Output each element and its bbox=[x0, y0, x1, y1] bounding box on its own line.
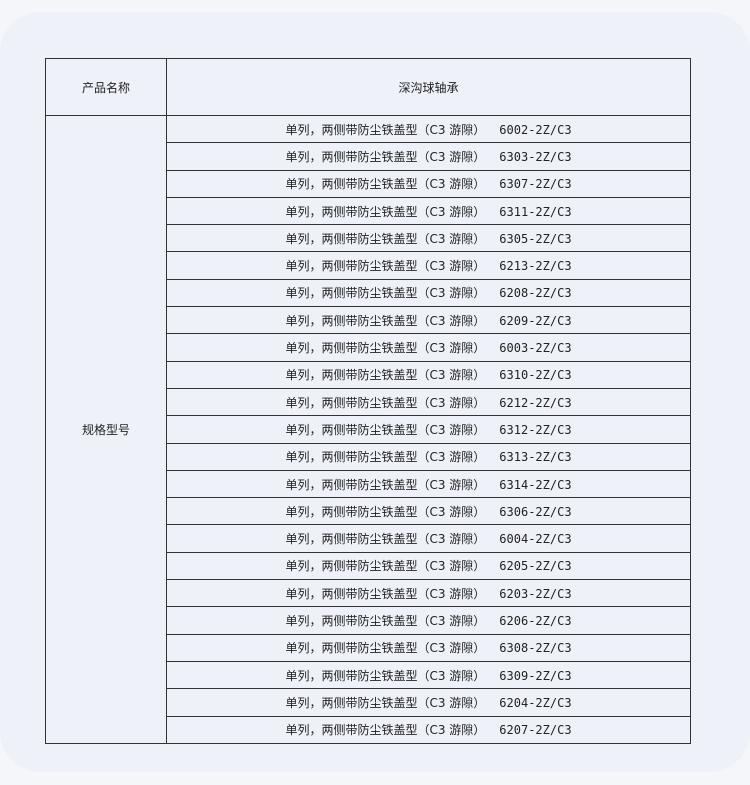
spec-description: 单列，两侧带防尘铁盖型（C3 游隙） bbox=[285, 450, 486, 465]
spec-description: 单列，两侧带防尘铁盖型（C3 游隙） bbox=[285, 177, 486, 192]
spec-description: 单列，两侧带防尘铁盖型（C3 游隙） bbox=[285, 695, 486, 710]
spec-cell: 单列，两侧带防尘铁盖型（C3 游隙） 6305-2Z/C3 bbox=[166, 224, 691, 253]
spec-cell: 单列，两侧带防尘铁盖型（C3 游隙） 6310-2Z/C3 bbox=[166, 360, 691, 389]
model-code: 6004-2Z/C3 bbox=[499, 532, 572, 547]
spec-cell: 单列，两侧带防尘铁盖型（C3 游隙） 6313-2Z/C3 bbox=[166, 442, 691, 471]
model-code: 6003-2Z/C3 bbox=[499, 341, 572, 356]
spec-description: 单列，两侧带防尘铁盖型（C3 游隙） bbox=[285, 586, 486, 601]
model-code: 6310-2Z/C3 bbox=[499, 368, 572, 383]
table-row: 单列，两侧带防尘铁盖型（C3 游隙） 6207-2Z/C3 bbox=[46, 715, 691, 744]
table-row: 单列，两侧带防尘铁盖型（C3 游隙） 6307-2Z/C3 bbox=[46, 169, 691, 198]
spec-description: 单列，两侧带防尘铁盖型（C3 游隙） bbox=[285, 422, 486, 437]
table-row: 单列，两侧带防尘铁盖型（C3 游隙） 6303-2Z/C3 bbox=[46, 142, 691, 171]
spec-cell: 单列，两侧带防尘铁盖型（C3 游隙） 6209-2Z/C3 bbox=[166, 306, 691, 335]
table-row: 单列，两侧带防尘铁盖型（C3 游隙） 6313-2Z/C3 bbox=[46, 442, 691, 471]
spec-cell: 单列，两侧带防尘铁盖型（C3 游隙） 6205-2Z/C3 bbox=[166, 551, 691, 581]
spec-cell: 单列，两侧带防尘铁盖型（C3 游隙） 6204-2Z/C3 bbox=[166, 688, 691, 717]
spec-cell: 单列，两侧带防尘铁盖型（C3 游隙） 6207-2Z/C3 bbox=[166, 715, 691, 744]
table-row: 单列，两侧带防尘铁盖型（C3 游隙） 6309-2Z/C3 bbox=[46, 660, 691, 690]
model-code: 6207-2Z/C3 bbox=[499, 723, 572, 738]
spec-description: 单列，两侧带防尘铁盖型（C3 游隙） bbox=[285, 368, 486, 383]
spec-cell: 单列，两侧带防尘铁盖型（C3 游隙） 6212-2Z/C3 bbox=[166, 387, 691, 417]
spec-description: 单列，两侧带防尘铁盖型（C3 游隙） bbox=[285, 259, 486, 274]
model-code: 6206-2Z/C3 bbox=[499, 613, 572, 628]
spec-description: 单列，两侧带防尘铁盖型（C3 游隙） bbox=[285, 723, 486, 738]
table-row: 单列，两侧带防尘铁盖型（C3 游隙） 6310-2Z/C3 bbox=[46, 360, 691, 389]
product-name-value: 深沟球轴承 bbox=[166, 58, 691, 116]
table-row: 单列，两侧带防尘铁盖型（C3 游隙） 6208-2Z/C3 bbox=[46, 278, 691, 308]
spec-description: 单列，两侧带防尘铁盖型（C3 游隙） bbox=[285, 477, 486, 492]
model-code: 6308-2Z/C3 bbox=[499, 641, 572, 656]
header-row: 产品名称 深沟球轴承 bbox=[45, 58, 691, 116]
spec-description: 单列，两侧带防尘铁盖型（C3 游隙） bbox=[285, 313, 486, 328]
spec-description: 单列，两侧带防尘铁盖型（C3 游隙） bbox=[285, 341, 486, 356]
spec-cell: 单列，两侧带防尘铁盖型（C3 游隙） 6311-2Z/C3 bbox=[166, 196, 691, 226]
model-code: 6212-2Z/C3 bbox=[499, 395, 572, 410]
spec-description: 单列，两侧带防尘铁盖型（C3 游隙） bbox=[285, 641, 486, 656]
table-row: 单列，两侧带防尘铁盖型（C3 游隙） 6205-2Z/C3 bbox=[46, 551, 691, 581]
table-row: 单列，两侧带防尘铁盖型（C3 游隙） 6306-2Z/C3 bbox=[46, 497, 691, 526]
model-code: 6313-2Z/C3 bbox=[499, 450, 572, 465]
model-code: 6002-2Z/C3 bbox=[499, 122, 572, 137]
table-row: 单列，两侧带防尘铁盖型（C3 游隙） 6204-2Z/C3 bbox=[46, 688, 691, 717]
spec-cell: 单列，两侧带防尘铁盖型（C3 游隙） 6213-2Z/C3 bbox=[166, 251, 691, 280]
spec-description: 单列，两侧带防尘铁盖型（C3 游隙） bbox=[285, 149, 486, 164]
model-code: 6204-2Z/C3 bbox=[499, 695, 572, 710]
spec-description: 单列，两侧带防尘铁盖型（C3 游隙） bbox=[285, 504, 486, 519]
table-row: 单列，两侧带防尘铁盖型（C3 游隙） 6213-2Z/C3 bbox=[46, 251, 691, 280]
spec-description: 单列，两侧带防尘铁盖型（C3 游隙） bbox=[285, 286, 486, 301]
model-code: 6208-2Z/C3 bbox=[499, 286, 572, 301]
model-code: 6306-2Z/C3 bbox=[499, 504, 572, 519]
spec-description: 单列，两侧带防尘铁盖型（C3 游隙） bbox=[285, 122, 486, 137]
table-row: 单列，两侧带防尘铁盖型（C3 游隙） 6212-2Z/C3 bbox=[46, 387, 691, 417]
spec-cell: 单列，两侧带防尘铁盖型（C3 游隙） 6308-2Z/C3 bbox=[166, 633, 691, 662]
model-code: 6307-2Z/C3 bbox=[499, 177, 572, 192]
spec-description: 单列，两侧带防尘铁盖型（C3 游隙） bbox=[285, 231, 486, 246]
spec-description: 单列，两侧带防尘铁盖型（C3 游隙） bbox=[285, 532, 486, 547]
model-code: 6303-2Z/C3 bbox=[499, 149, 572, 164]
product-spec-table: 产品名称 深沟球轴承 规格型号 单列，两侧带防尘铁盖型（C3 游隙） 6002-2Z… bbox=[45, 58, 691, 744]
spec-description: 单列，两侧带防尘铁盖型（C3 游隙） bbox=[285, 204, 486, 219]
table-row: 单列，两侧带防尘铁盖型（C3 游隙） 6003-2Z/C3 bbox=[46, 333, 691, 362]
spec-cell: 单列，两侧带防尘铁盖型（C3 游隙） 6203-2Z/C3 bbox=[166, 579, 691, 608]
spec-cell: 单列，两侧带防尘铁盖型（C3 游隙） 6004-2Z/C3 bbox=[166, 524, 691, 553]
spec-cell: 单列，两侧带防尘铁盖型（C3 游隙） 6002-2Z/C3 bbox=[166, 114, 691, 144]
spec-cell: 单列，两侧带防尘铁盖型（C3 游隙） 6306-2Z/C3 bbox=[166, 497, 691, 526]
spec-description: 单列，两侧带防尘铁盖型（C3 游隙） bbox=[285, 559, 486, 574]
model-code: 6311-2Z/C3 bbox=[499, 204, 572, 219]
spec-cell: 单列，两侧带防尘铁盖型（C3 游隙） 6314-2Z/C3 bbox=[166, 469, 691, 499]
product-name-label: 产品名称 bbox=[45, 58, 167, 116]
spec-cell: 单列，两侧带防尘铁盖型（C3 游隙） 6003-2Z/C3 bbox=[166, 333, 691, 362]
table-row: 单列，两侧带防尘铁盖型（C3 游隙） 6206-2Z/C3 bbox=[46, 606, 691, 635]
spec-description: 单列，两侧带防尘铁盖型（C3 游隙） bbox=[285, 395, 486, 410]
model-code: 6309-2Z/C3 bbox=[499, 668, 572, 683]
table-row: 单列，两侧带防尘铁盖型（C3 游隙） 6314-2Z/C3 bbox=[46, 469, 691, 499]
spec-cell: 单列，两侧带防尘铁盖型（C3 游隙） 6309-2Z/C3 bbox=[166, 660, 691, 690]
spec-description: 单列，两侧带防尘铁盖型（C3 游隙） bbox=[285, 668, 486, 683]
table-row: 单列，两侧带防尘铁盖型（C3 游隙） 6305-2Z/C3 bbox=[46, 224, 691, 253]
spec-cell: 单列，两侧带防尘铁盖型（C3 游隙） 6206-2Z/C3 bbox=[166, 606, 691, 635]
spec-label: 规格型号 bbox=[45, 115, 167, 744]
spec-cell: 单列，两侧带防尘铁盖型（C3 游隙） 6307-2Z/C3 bbox=[166, 169, 691, 198]
spec-cell: 单列，两侧带防尘铁盖型（C3 游隙） 6208-2Z/C3 bbox=[166, 278, 691, 308]
model-code: 6209-2Z/C3 bbox=[499, 313, 572, 328]
table-row: 单列，两侧带防尘铁盖型（C3 游隙） 6312-2Z/C3 bbox=[46, 415, 691, 444]
model-code: 6305-2Z/C3 bbox=[499, 231, 572, 246]
table-row: 单列，两侧带防尘铁盖型（C3 游隙） 6209-2Z/C3 bbox=[46, 306, 691, 335]
model-code: 6203-2Z/C3 bbox=[499, 586, 572, 601]
spec-cell: 单列，两侧带防尘铁盖型（C3 游隙） 6303-2Z/C3 bbox=[166, 142, 691, 171]
spec-description: 单列，两侧带防尘铁盖型（C3 游隙） bbox=[285, 613, 486, 628]
model-code: 6312-2Z/C3 bbox=[499, 422, 572, 437]
model-code: 6205-2Z/C3 bbox=[499, 559, 572, 574]
model-code: 6213-2Z/C3 bbox=[499, 259, 572, 274]
table-row: 单列，两侧带防尘铁盖型（C3 游隙） 6004-2Z/C3 bbox=[46, 524, 691, 553]
spec-cell: 单列，两侧带防尘铁盖型（C3 游隙） 6312-2Z/C3 bbox=[166, 415, 691, 444]
table-row: 单列，两侧带防尘铁盖型（C3 游隙） 6311-2Z/C3 bbox=[46, 196, 691, 226]
model-code: 6314-2Z/C3 bbox=[499, 477, 572, 492]
table-row: 规格型号 单列，两侧带防尘铁盖型（C3 游隙） 6002-2Z/C3 bbox=[45, 114, 691, 744]
